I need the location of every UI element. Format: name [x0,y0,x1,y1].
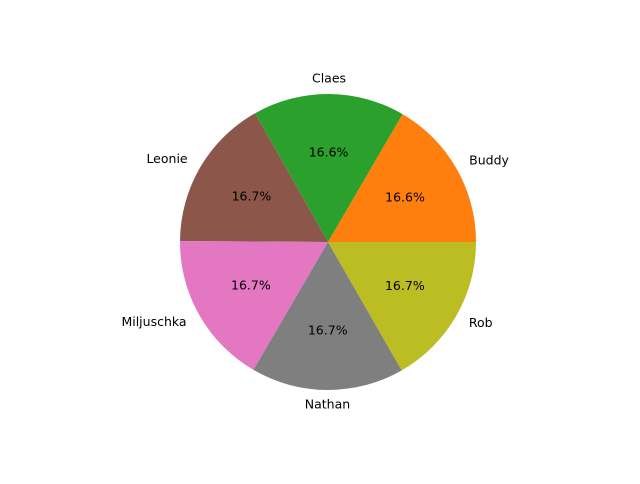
labels-layer: Buddy 16.6% Claes 16.6% Leonie 16.7% Miljuschk… [121,71,509,412]
slice-pct-leonie: 16.7% [232,189,272,204]
slice-pct-miljuschka: 16.7% [231,277,271,292]
slice-pct-rob: 16.7% [385,278,425,293]
pie-slice-buddy [328,114,477,242]
pie-slice-leonie [180,113,328,243]
pie-slice-rob [328,242,476,371]
slice-label-buddy: Buddy [469,152,509,167]
slice-label-miljuschka: Miljuschka [121,314,186,329]
slice-pct-buddy: 16.6% [385,189,425,204]
slice-pct-claes: 16.6% [309,145,349,160]
slice-label-leonie: Leonie [146,151,187,166]
slice-pct-nathan: 16.7% [308,322,348,337]
slice-label-nathan: Nathan [305,396,350,411]
slice-label-claes: Claes [312,71,346,86]
slices-layer [180,94,477,390]
pie-slice-nathan [253,242,402,390]
slice-label-rob: Rob [469,315,493,330]
pie-slice-claes [255,94,403,243]
pie-slice-miljuschka [180,241,328,370]
